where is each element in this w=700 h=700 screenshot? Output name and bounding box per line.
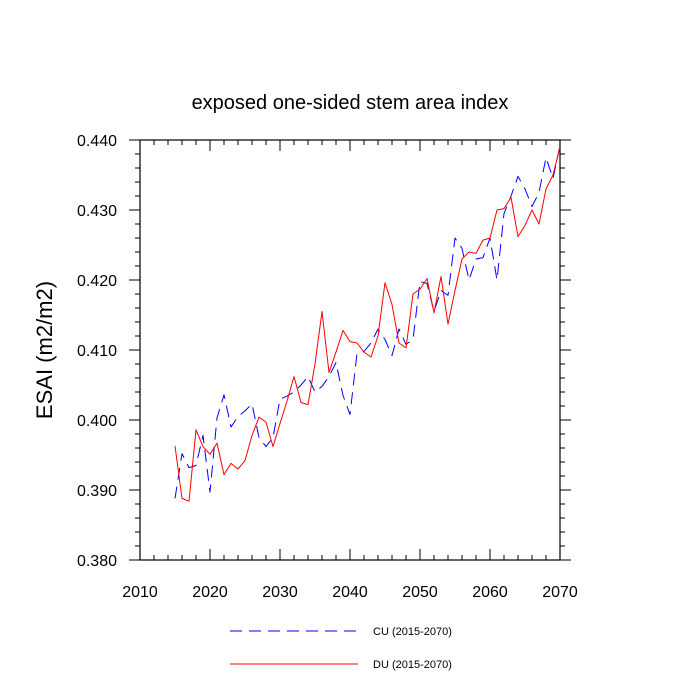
y-tick-label: 0.380 [77, 553, 117, 570]
x-tick-label: 2040 [332, 584, 368, 601]
legend-label: CU (2015-2070) [373, 626, 452, 638]
x-tick-label: 2030 [262, 584, 298, 601]
axis-tick-labels: 2010 2020 2030 2040 2050 2060 2070 0.380 0.390 0.… [77, 133, 578, 601]
x-tick-label: 2020 [192, 584, 228, 601]
y-axis-label: ESAI (m2/m2) [32, 281, 57, 419]
y-tick-label: 0.390 [77, 483, 117, 500]
x-tick-label: 2060 [472, 584, 508, 601]
y-tick-label: 0.410 [77, 343, 117, 360]
legend-label: DU (2015-2070) [373, 659, 452, 671]
axis-ticks [129, 139, 571, 561]
x-tick-label: 2050 [402, 584, 438, 601]
y-tick-label: 0.400 [77, 413, 117, 430]
plot-frame [139, 139, 561, 561]
y-tick-label: 0.420 [77, 273, 117, 290]
y-tick-label: 0.430 [77, 203, 117, 220]
legend: CU (2015-2070) DU (2015-2070) [230, 626, 452, 671]
x-tick-label: 2010 [122, 584, 158, 601]
series-lines [174, 145, 561, 502]
series-line-cu [174, 145, 561, 499]
y-tick-label: 0.440 [77, 133, 117, 150]
series-line-du [174, 146, 561, 502]
chart-title: exposed one-sided stem area index [192, 92, 509, 114]
x-tick-label: 2070 [542, 584, 578, 601]
